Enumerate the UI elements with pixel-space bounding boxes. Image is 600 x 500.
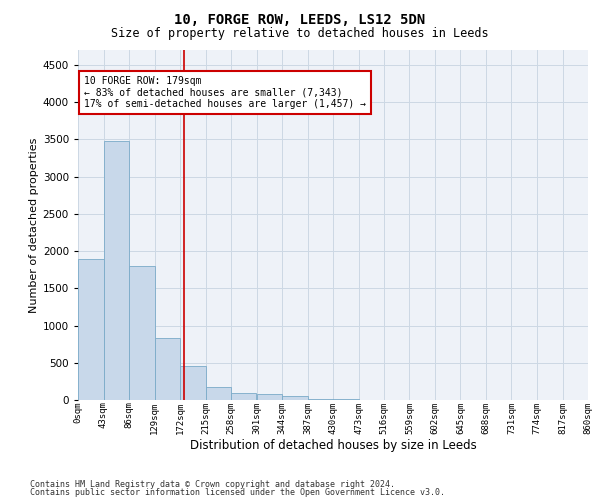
Bar (78, 258, 104, 400)
Y-axis label: Number of detached properties: Number of detached properties (29, 138, 38, 312)
Bar (308, 398, 333, 400)
Text: Size of property relative to detached houses in Leeds: Size of property relative to detached ho… (111, 28, 489, 40)
Bar (155, 338, 180, 400)
Bar (104, 141, 129, 400)
X-axis label: Distribution of detached houses by size in Leeds: Distribution of detached houses by size … (190, 439, 476, 452)
Bar (257, 394, 282, 400)
Text: 10, FORGE ROW, LEEDS, LS12 5DN: 10, FORGE ROW, LEEDS, LS12 5DN (175, 12, 425, 26)
Bar (129, 266, 155, 400)
Bar (205, 387, 231, 400)
Bar (282, 396, 308, 400)
Text: Contains HM Land Registry data © Crown copyright and database right 2024.: Contains HM Land Registry data © Crown c… (30, 480, 395, 489)
Text: 10 FORGE ROW: 179sqm
← 83% of detached houses are smaller (7,343)
17% of semi-de: 10 FORGE ROW: 179sqm ← 83% of detached h… (84, 76, 366, 110)
Bar (180, 366, 205, 400)
Bar (231, 392, 256, 400)
Text: Contains public sector information licensed under the Open Government Licence v3: Contains public sector information licen… (30, 488, 445, 497)
